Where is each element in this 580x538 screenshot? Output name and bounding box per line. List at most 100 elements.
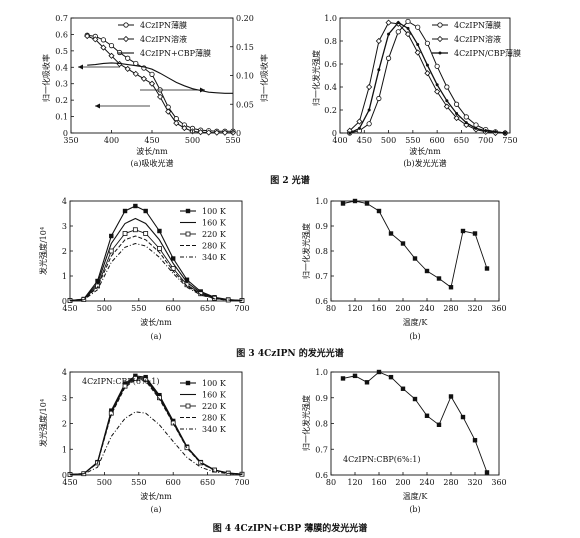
fig3a-ylabel: 发光强度/10⁴ [38,227,48,275]
fig3a-ytick-label: 2 [62,247,67,256]
fig2a-series-0-point-5 [125,55,131,61]
fig2a-ylabel-left: 归一化吸收率 [41,54,51,102]
fig4b-series-0-point-2 [364,380,370,385]
fig3a-series-0-point-6 [143,208,148,214]
fig4b-ytick-label: 0.6 [315,471,328,480]
fig3b-ytick-label: 0.8 [315,247,328,256]
fig2b-ytick-label: 1.0 [324,14,337,23]
fig2b-series-2-point-13 [474,126,478,130]
fig2b-series-2-point-0 [348,131,352,135]
fig2b-legend-marker [437,22,443,28]
fig4a-series-2-point-5 [132,376,138,381]
fig2b-legend-label: 4CzIPN薄膜 [454,20,501,30]
fig3a-series-2-point-9 [184,282,190,288]
fig3b-xtick-label: 280 [443,304,458,313]
fig2a-series-0-point-2 [100,37,107,43]
fig2b-series-0-point-12 [463,114,469,120]
fig4b-xtick-label: 120 [347,478,362,487]
fig3a-ytick-label: 4 [62,197,67,206]
fig3b-xtick-label: 320 [467,304,482,313]
fig3a-sublabel: (a) [150,332,161,341]
fig2b-legend-label: 4CzIPN溶液 [454,34,501,44]
fig2b-series-2-point-12 [464,121,468,125]
fig3a-ytick-label: 1 [62,272,67,281]
fig3a-xtick-label: 500 [97,304,112,313]
fig4b-series-0-point-10 [460,414,466,420]
fig3b-xtick-label: 120 [347,304,362,313]
fig3a-legend-label: 220 K [202,230,227,239]
fig4a-series-0-point-5 [133,373,138,379]
fig2b-series-2-point-9 [435,83,439,87]
fig2b-legend-marker [436,35,444,43]
fig2a-ytick-label: 0.1 [55,113,68,122]
fig4b-sublabel: (b) [409,505,420,514]
fig3b-ytick-label: 1.0 [315,197,328,206]
fig2a-ylabel-right: 归一化吸收率 [259,54,269,102]
fig2a-axis-arrowhead-2 [95,103,100,109]
fig2a-ytick-label: 0.2 [55,96,68,105]
fig4a-xtick-label: 550 [131,478,146,487]
fig4a-xtick-label: 500 [97,478,112,487]
fig4a-xtick-label: 450 [62,478,77,487]
fig4a-series-4-line [69,411,243,475]
fig2a-xtick-label: 500 [185,136,200,145]
fig3a-legend-label: 280 K [202,242,227,251]
fig4a-ytick-label: 2 [62,420,67,429]
fig2b-chart: 400 450 500 550 600 650 700 750 0 0.2 0.4 0.6 0.8 1.0… [311,14,521,168]
fig4a-ytick-label: 0 [62,471,67,480]
fig3b-ytick-label: 0.9 [315,222,328,231]
fig2a-ytick-label: 0.7 [55,14,68,23]
fig4b-ytick-label: 1.0 [315,368,328,377]
fig2a-series-1-point-12 [181,125,188,132]
fig2b-xtick-label: 700 [478,136,493,145]
fig3b-series-0-point-12 [484,266,490,271]
fig2a-legend: 4CzIPN薄膜 4CzIPN溶液 4CzIPN+CBP薄膜 [118,20,211,58]
fig2b-series-2-point-6 [406,26,410,30]
fig2b-series-0-point-7 [415,24,421,30]
fig3a-xtick-label: 600 [166,304,181,313]
fig4a-chart: 450 500 550 600 650 700 0 1 2 3 4 4CzIPN:CBP(6%:1)… [38,368,250,514]
fig2b-xtick-label: 500 [381,136,396,145]
fig3a-series-0-point-8 [171,256,176,261]
fig3a-legend-marker [185,231,191,237]
fig3a-legend: 100 K 160 K 220 K 280 K 340 K [180,207,227,262]
fig3a-series-4-line [69,242,243,302]
fig2a-series-1-point-5 [124,65,131,72]
fig4a-legend-label: 340 K [202,425,227,434]
fig3b-xtick-label: 80 [326,304,336,313]
fig4a-series-0-point-7 [157,392,162,398]
fig2b-series-0-point-8 [424,40,431,46]
fig2a-axis-arrowhead-1 [200,87,205,93]
fig2a-series-1-point-1 [92,36,99,43]
fig3b-series-0-point-10 [460,228,466,234]
fig2a-y2tick-label: 0 [236,129,241,138]
fig3b-series-0-point-4 [388,231,394,236]
fig2a-y2tick-label: 0.10 [236,72,254,81]
fig4a-sublabel: (a) [150,505,161,514]
fig3a-chart: 450 500 550 600 650 700 0 1 2 3 4 发光强度/10⁴ 波长/nm (… [38,197,250,341]
fig4b-series-0-point-11 [472,438,478,443]
fig2b-series-0-point-6 [405,18,411,25]
fig2b-series-0-point-10 [444,84,450,90]
fig2a-series-1-point-8 [148,80,156,87]
fig3a-series-2-line [69,229,243,301]
fig2a-series-1-point-10 [165,108,172,115]
fig2b-sublabel: (b)发光光谱 [403,158,446,168]
fig2b-xtick-label: 550 [405,136,420,145]
fig3b-ytick-label: 0.6 [315,297,328,306]
fig2a-series-1-point-9 [157,93,164,100]
fig2b-xtick-label: 750 [502,136,517,145]
fig4b-series-0-point-9 [448,394,454,399]
fig3b-series-0-point-1 [352,198,358,204]
fig4b-series-0-point-0 [340,376,346,381]
fig2b-series-0-point-9 [434,63,440,69]
fig3a-legend-label: 160 K [202,219,227,228]
fig4b-series-0-point-7 [424,413,430,418]
fig2b-series-2-point-4 [387,32,391,36]
fig3a-series-2-point-7 [157,246,162,251]
fig2b-ylabel: 归一化发光强度 [311,50,321,106]
fig2a-sublabel: (a)吸收光谱 [130,158,173,168]
fig4b-series-0-point-6 [412,396,418,402]
fig2b-series-1-point-9 [434,88,441,95]
fig4a-ytick-label: 1 [62,445,67,454]
